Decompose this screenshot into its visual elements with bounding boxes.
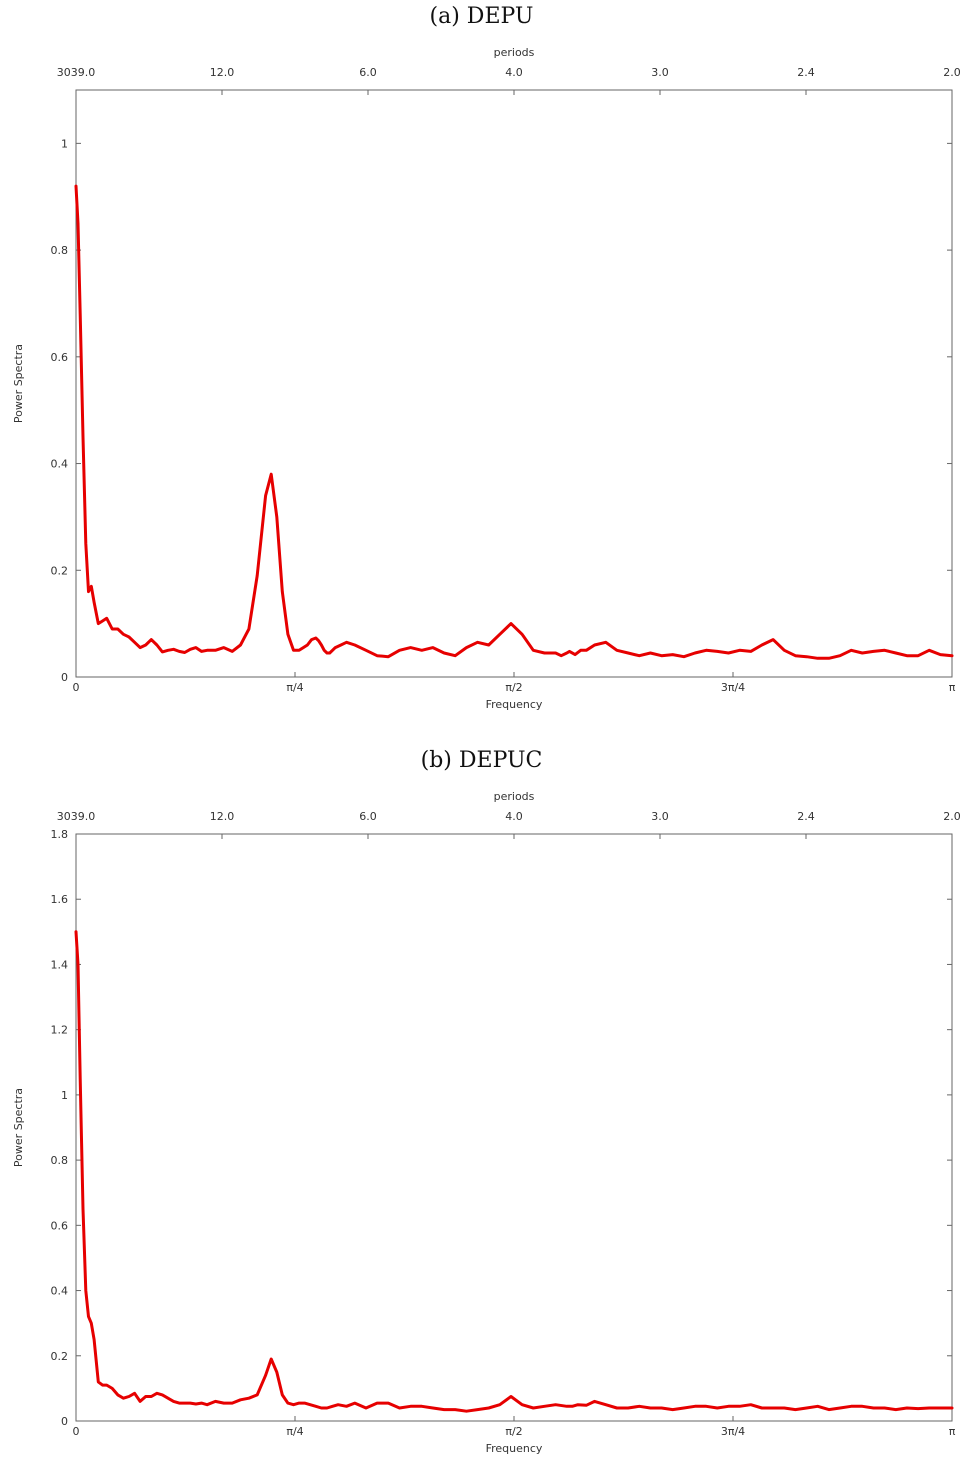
x2-tick-label: 4.0 xyxy=(505,810,523,823)
x-tick-label: 0 xyxy=(73,681,80,694)
y-tick-label: 0.2 xyxy=(51,1350,69,1363)
y-tick-label: 0.6 xyxy=(51,1219,69,1232)
x2-axis-title: periods xyxy=(494,790,535,803)
y-tick-label: 0.6 xyxy=(51,351,69,364)
x-tick-label: 3π/4 xyxy=(721,1425,745,1438)
y-tick-label: 0.8 xyxy=(51,244,69,257)
y-tick-label: 1 xyxy=(61,137,68,150)
chart-a: 0 π/4 π/2 3π/4 π 3039.0 12.0 6.0 4.0 3.0 2.4 2.0 0 0.… xyxy=(12,46,961,711)
x-tick-label: π/4 xyxy=(286,1425,303,1438)
chart-b: 0 π/4 π/2 3π/4 π 3039.0 12.0 6.0 4.0 3.0 2.4 2.0 0 0.… xyxy=(12,790,961,1455)
chart-a-title: (a) DEPU xyxy=(429,4,534,29)
y-tick-label: 0.4 xyxy=(51,458,69,471)
series-line xyxy=(74,930,954,1413)
x-tick-label: 0 xyxy=(73,1425,80,1438)
y-axis-title: Power Spectra xyxy=(12,1088,25,1167)
x2-tick-label: 6.0 xyxy=(359,66,377,79)
y-tick-label: 0.8 xyxy=(51,1154,69,1167)
y-tick-label: 1.6 xyxy=(51,893,69,906)
y-axis-title: Power Spectra xyxy=(12,344,25,423)
x2-tick-label: 12.0 xyxy=(210,66,235,79)
x2-tick-label: 4.0 xyxy=(505,66,523,79)
x2-tick-label: 3039.0 xyxy=(57,66,96,79)
x2-tick-label: 3.0 xyxy=(651,810,669,823)
x-tick-label: π/2 xyxy=(505,681,522,694)
y-tick-label: 1.2 xyxy=(51,1024,69,1037)
x-tick-label: 3π/4 xyxy=(721,681,745,694)
x2-tick-label: 2.4 xyxy=(797,66,815,79)
x2-tick-label: 12.0 xyxy=(210,810,235,823)
y-tick-label: 1.8 xyxy=(51,828,69,841)
x2-tick-label: 3039.0 xyxy=(57,810,96,823)
chart-b-title: (b) DEPUC xyxy=(420,748,543,773)
plot-frame xyxy=(75,89,953,678)
y-tick-label: 0 xyxy=(61,671,68,684)
x-tick-label: π/2 xyxy=(505,1425,522,1438)
x2-tick-label: 2.4 xyxy=(797,810,815,823)
x2-axis-title: periods xyxy=(494,46,535,59)
y-tick-label: 0.4 xyxy=(51,1285,69,1298)
x2-tick-label: 2.0 xyxy=(943,810,961,823)
x2-tick-label: 6.0 xyxy=(359,810,377,823)
x2-tick-label: 3.0 xyxy=(651,66,669,79)
plot-frame xyxy=(75,833,953,1422)
x-tick-label: π xyxy=(949,681,956,694)
y-tick-label: 1 xyxy=(61,1089,68,1102)
x-tick-label: π xyxy=(949,1425,956,1438)
y-tick-label: 1.4 xyxy=(51,958,69,971)
x-tick-label: π/4 xyxy=(286,681,303,694)
x-axis-title: Frequency xyxy=(486,1442,543,1455)
x-axis-title: Frequency xyxy=(486,698,543,711)
y-tick-label: 0 xyxy=(61,1415,68,1428)
x2-tick-label: 2.0 xyxy=(943,66,961,79)
series-line xyxy=(74,184,954,660)
y-tick-label: 0.2 xyxy=(51,564,69,577)
